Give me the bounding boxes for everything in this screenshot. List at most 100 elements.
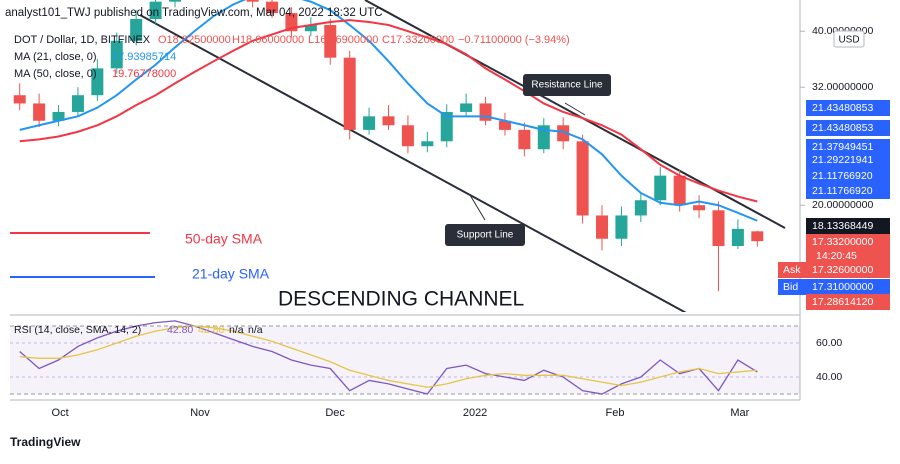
- resistance-text: Resistance Line: [531, 80, 603, 91]
- channel-note: DESCENDING CHANNEL: [278, 288, 524, 311]
- candle-body: [343, 57, 356, 130]
- candle-body: [71, 95, 84, 112]
- scale-label-box: [806, 100, 890, 116]
- candle-body: [363, 116, 376, 130]
- candle-body: [557, 125, 570, 142]
- y-tick-label: 60.00: [816, 337, 842, 349]
- candle-body: [382, 116, 395, 126]
- scale-label: 21.29221941: [812, 154, 873, 166]
- ohlc-o: O18.02500000: [158, 34, 231, 46]
- scale-label-box: [806, 139, 890, 155]
- bid-value: 17.31000000: [812, 281, 873, 293]
- brand: TradingView: [10, 435, 81, 449]
- candle-body: [537, 125, 550, 150]
- scale-label: 21.11766920: [812, 185, 873, 197]
- na: n/a: [229, 324, 244, 336]
- na: n/a: [248, 324, 263, 336]
- rsi-line: [19, 325, 758, 388]
- ma50-value: 19.76778000: [112, 68, 176, 80]
- candle-body: [596, 215, 609, 239]
- rsi-title: RSI (14, close, SMA, 14, 2): [14, 324, 141, 336]
- ask-tag: [778, 262, 806, 278]
- x-tick-label: Oct: [52, 407, 69, 419]
- last-label: 17.28614120: [812, 296, 873, 308]
- candle-body: [518, 129, 531, 150]
- ma-line: [19, 0, 758, 222]
- x-tick-label: Feb: [606, 407, 625, 419]
- scale-label-box: [806, 152, 890, 168]
- ma21-name: MA (21, close, 0): [14, 51, 97, 63]
- ohlc-h: H18.06000000: [232, 34, 304, 46]
- callout: [469, 194, 486, 221]
- candle-body: [460, 103, 473, 112]
- scale-label: 18.13368449: [812, 220, 873, 232]
- support-line: [139, 14, 687, 312]
- countdown-box: [806, 249, 890, 263]
- x-tick-label: 2022: [463, 407, 487, 419]
- scale-label: 21.37949451: [812, 141, 873, 153]
- rsi-readout: 42.80: [167, 324, 193, 336]
- candle-body: [751, 231, 764, 242]
- scale-label-box: [806, 120, 890, 136]
- candle-body: [401, 125, 414, 147]
- ohlc-c: C17.33200000: [382, 34, 454, 46]
- candle-body: [130, 18, 143, 41]
- publisher: analyst101_TWJ published on TradingView.…: [5, 7, 383, 19]
- y-tick-label: 20.00000000: [812, 199, 873, 211]
- candle-body: [654, 175, 667, 201]
- ask-name: Ask: [783, 264, 801, 276]
- y-tick-label: 40.00: [816, 371, 842, 383]
- candle-body: [91, 68, 104, 96]
- candle-body: [421, 141, 434, 147]
- support-text: Support Line: [457, 230, 514, 241]
- ask-box: [806, 262, 890, 278]
- y-tick-label: 32.00000000: [812, 81, 873, 93]
- bid-box: [806, 279, 890, 295]
- candle-body: [168, 0, 181, 2]
- rsi-pane: [10, 320, 800, 395]
- candle-body: [615, 215, 628, 239]
- price-pane: [13, 0, 764, 292]
- candle-body: [731, 228, 744, 247]
- x-tick-label: Mar: [730, 407, 749, 419]
- scale-label-box: [806, 168, 890, 184]
- candle-body: [304, 25, 317, 32]
- ohlc-l: L16.96900000: [308, 34, 378, 46]
- rsi-line: [19, 320, 758, 395]
- candle-body: [712, 210, 725, 247]
- scale-label: 21.11766920: [812, 170, 873, 182]
- support-tag: [445, 224, 525, 246]
- sma21-note: 21-day SMA: [192, 266, 270, 282]
- last-box: [806, 294, 890, 310]
- scale-label: 17.33200000: [812, 236, 873, 248]
- candle-body: [693, 205, 706, 211]
- ma-line: [19, 19, 758, 203]
- symbol: DOT / Dollar, 1D, BITFINEX: [14, 34, 151, 46]
- resistance-tag: [523, 74, 611, 96]
- candle-body: [52, 111, 65, 121]
- callout: [564, 102, 586, 116]
- ohlc-change: −0.71100000 (−3.94%): [458, 34, 570, 46]
- labels: 20.0000000032.0000000040.0000000021.4348…: [52, 25, 890, 419]
- bid-name: Bid: [783, 281, 798, 293]
- currency: USD: [838, 35, 859, 46]
- scale-label: 21.43480853: [812, 122, 873, 134]
- x-tick-label: Dec: [325, 407, 345, 419]
- candle-body: [673, 175, 686, 206]
- scale-label-box: [806, 183, 890, 199]
- scale-label: 21.43480853: [812, 102, 873, 114]
- candle-body: [110, 40, 123, 69]
- rsi-sma-readout: 42.80: [198, 324, 224, 336]
- countdown: 14:20:45: [816, 250, 857, 262]
- ma50-name: MA (50, close, 0): [14, 68, 97, 80]
- sma50-note: 50-day SMA: [185, 231, 263, 247]
- candle-body: [246, 0, 259, 2]
- candle-body: [324, 25, 337, 58]
- candle-body: [266, 1, 279, 14]
- bid-tag: [778, 279, 806, 295]
- candle-body: [33, 103, 46, 121]
- currency-box: [833, 30, 865, 48]
- candle-body: [440, 111, 453, 142]
- candle-body: [13, 95, 26, 104]
